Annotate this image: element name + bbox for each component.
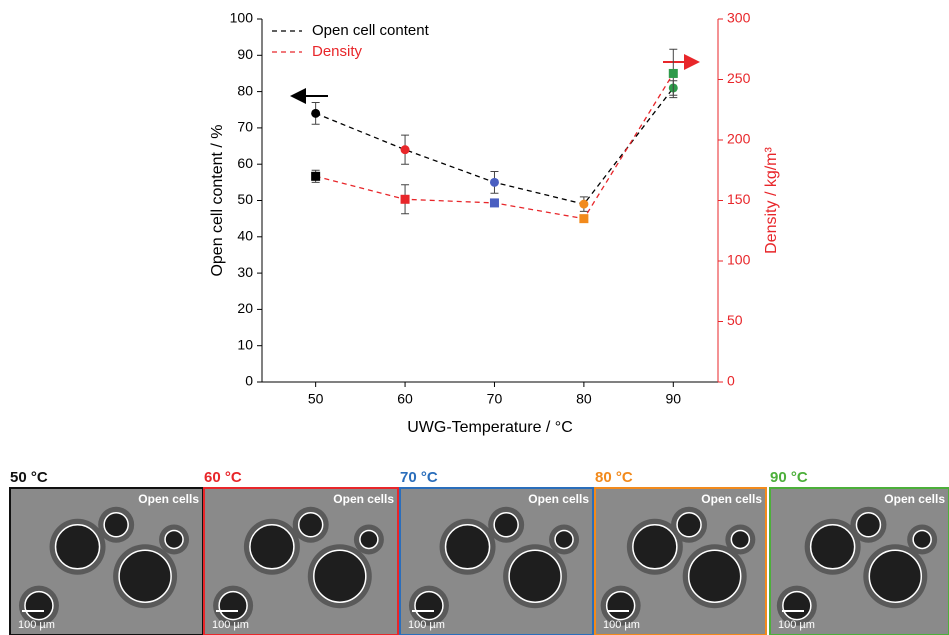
y-tick-label: 60 bbox=[237, 155, 253, 171]
pore-marker bbox=[103, 512, 129, 538]
y-tick-label: 70 bbox=[237, 119, 253, 135]
y-tick-label: 90 bbox=[237, 46, 253, 62]
panel-label: 70 °C bbox=[400, 469, 438, 486]
pore-marker bbox=[676, 512, 702, 538]
pore-marker bbox=[249, 524, 295, 570]
pore-marker bbox=[687, 549, 742, 603]
panel-label: 60 °C bbox=[204, 469, 242, 486]
pore-marker bbox=[218, 590, 248, 621]
pore-marker bbox=[414, 590, 444, 621]
panel-label: 50 °C bbox=[10, 469, 48, 486]
data-point bbox=[579, 199, 589, 209]
y2-tick-label: 150 bbox=[727, 191, 751, 207]
pore-marker bbox=[730, 529, 751, 550]
legend-label: Open cell content bbox=[312, 22, 430, 39]
y-tick-label: 0 bbox=[245, 373, 253, 389]
pore-marker bbox=[24, 590, 54, 621]
data-point bbox=[311, 171, 321, 181]
pore-marker bbox=[855, 512, 882, 538]
scale-label: 100 µm bbox=[778, 619, 815, 631]
pore-marker bbox=[118, 549, 172, 603]
panel-caption: Open cells bbox=[701, 492, 762, 506]
y2-tick-label: 50 bbox=[727, 312, 743, 328]
panel-label: 90 °C bbox=[770, 469, 808, 486]
pore-marker bbox=[164, 529, 184, 550]
panel-label: 80 °C bbox=[595, 469, 633, 486]
y-tick-label: 50 bbox=[237, 191, 253, 207]
pore-marker bbox=[554, 529, 574, 550]
y2-tick-label: 200 bbox=[727, 131, 751, 147]
panel-caption: Open cells bbox=[138, 492, 199, 506]
y-tick-label: 100 bbox=[230, 10, 254, 26]
series-line bbox=[315, 73, 674, 220]
scale-label: 100 µm bbox=[212, 619, 249, 631]
y-axis-label: Open cell content / % bbox=[209, 124, 226, 276]
x-tick-label: 50 bbox=[308, 391, 324, 407]
pore-marker bbox=[605, 590, 636, 621]
y-tick-label: 40 bbox=[237, 228, 253, 244]
pore-marker bbox=[782, 590, 812, 621]
pore-marker bbox=[809, 524, 856, 570]
data-point bbox=[311, 108, 321, 118]
scale-label: 100 µm bbox=[18, 619, 55, 631]
x-tick-label: 70 bbox=[487, 391, 503, 407]
y-tick-label: 20 bbox=[237, 300, 253, 316]
panel-caption: Open cells bbox=[884, 492, 945, 506]
pore-marker bbox=[313, 549, 367, 603]
y2-axis-label: Density / kg/m³ bbox=[763, 146, 780, 253]
y-tick-label: 10 bbox=[237, 336, 253, 352]
y-tick-label: 30 bbox=[237, 264, 253, 280]
pore-marker bbox=[508, 549, 562, 603]
pore-marker bbox=[297, 512, 324, 538]
x-axis-label: UWG-Temperature / °C bbox=[407, 419, 573, 436]
x-tick-label: 90 bbox=[666, 391, 682, 407]
data-point bbox=[489, 177, 499, 187]
y2-tick-label: 300 bbox=[727, 10, 751, 26]
data-point bbox=[400, 145, 410, 155]
y-tick-label: 80 bbox=[237, 82, 253, 98]
pore-marker bbox=[912, 529, 932, 550]
pore-marker bbox=[54, 524, 101, 570]
data-point bbox=[489, 198, 499, 208]
pore-marker bbox=[359, 529, 379, 550]
scale-label: 100 µm bbox=[603, 619, 640, 631]
panel-caption: Open cells bbox=[528, 492, 589, 506]
pore-marker bbox=[868, 549, 923, 603]
pore-marker bbox=[444, 524, 491, 570]
data-point bbox=[579, 214, 589, 224]
legend-label: Density bbox=[312, 43, 363, 60]
x-tick-label: 80 bbox=[576, 391, 592, 407]
panel-caption: Open cells bbox=[333, 492, 394, 506]
scale-label: 100 µm bbox=[408, 619, 445, 631]
data-point bbox=[668, 68, 678, 78]
x-tick-label: 60 bbox=[397, 391, 413, 407]
y2-tick-label: 100 bbox=[727, 252, 751, 268]
y2-tick-label: 0 bbox=[727, 373, 735, 389]
y2-tick-label: 250 bbox=[727, 70, 751, 86]
pore-marker bbox=[493, 512, 519, 538]
pore-marker bbox=[632, 524, 678, 570]
data-point bbox=[400, 194, 410, 204]
